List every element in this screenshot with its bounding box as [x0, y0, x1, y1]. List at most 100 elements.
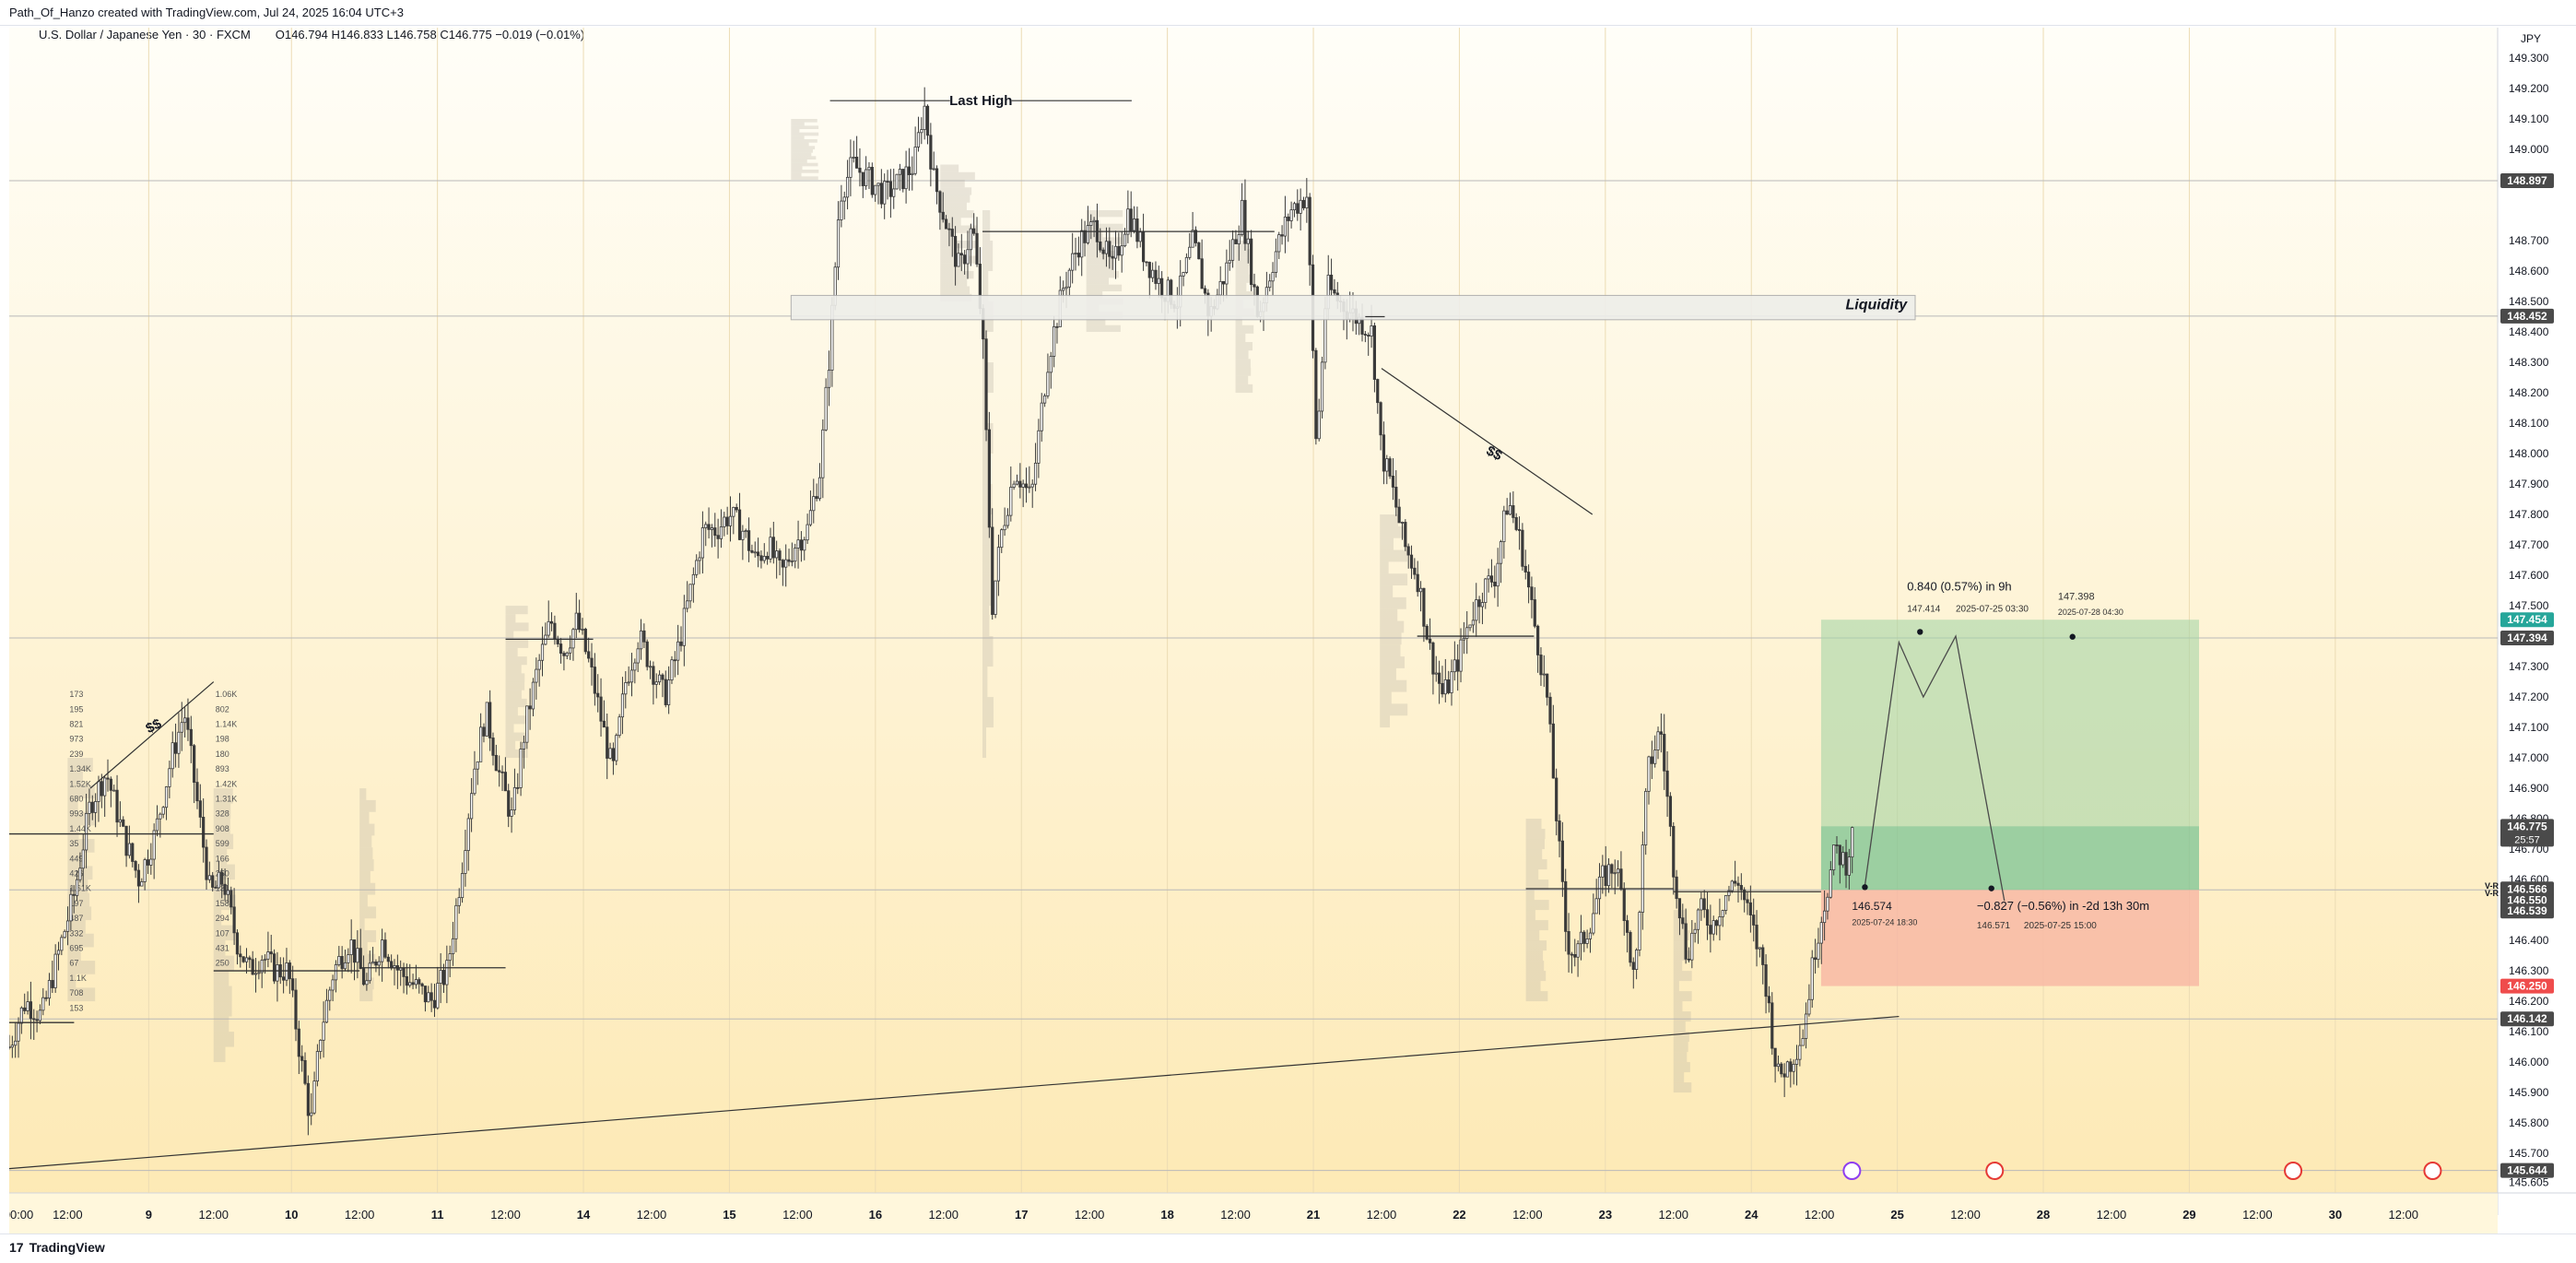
candle-body — [503, 772, 507, 792]
candle-body — [1462, 637, 1465, 641]
candle-body — [1477, 599, 1481, 608]
price-tag[interactable] — [2500, 612, 2554, 628]
candle-body — [1123, 233, 1127, 247]
candle-body — [285, 962, 288, 981]
candle-body — [535, 668, 538, 683]
candle-body — [892, 188, 896, 197]
price-tag[interactable] — [2500, 308, 2554, 324]
price-tag[interactable] — [2500, 1163, 2554, 1178]
volume-profile-label: 158 — [216, 899, 229, 908]
volume-profile-bar — [791, 125, 819, 130]
economic-event-icon[interactable] — [1842, 1162, 1862, 1180]
candle-body — [211, 875, 215, 888]
candle-body — [1542, 673, 1546, 676]
vr-label: V-R — [2485, 881, 2500, 891]
volume-profile-bar — [67, 987, 96, 1002]
volume-profile-bar — [1673, 940, 1686, 951]
candle-body — [1228, 259, 1231, 264]
volume-profile-bar — [1086, 291, 1103, 299]
projection-point[interactable] — [1862, 884, 1868, 891]
price-tag[interactable] — [2500, 631, 2554, 646]
candle-body — [1076, 253, 1080, 258]
candle-body — [1409, 554, 1414, 569]
volume-profile-bar — [1525, 971, 1547, 982]
projection-point[interactable] — [1917, 629, 1923, 635]
candle-body — [664, 679, 667, 705]
tradingview-logo[interactable]: 17 TradingView — [9, 1240, 105, 1255]
volume-profile-bar — [1086, 284, 1123, 292]
candle-body — [1606, 864, 1611, 887]
candle-body — [1101, 249, 1105, 254]
candle-body — [180, 722, 183, 733]
candle-body — [1526, 572, 1531, 588]
candle-body — [248, 957, 252, 961]
volume-profile-bar — [982, 210, 991, 242]
candle-body — [328, 989, 332, 1001]
price-tag[interactable] — [2500, 1011, 2554, 1027]
price-tag[interactable] — [2500, 819, 2554, 847]
volume-profile-label: 893 — [216, 764, 229, 773]
candle-body — [771, 537, 775, 559]
price-tag[interactable] — [2500, 173, 2554, 189]
volume-profile-bar — [213, 1046, 226, 1063]
time-tick-label: 18 — [1160, 1208, 1173, 1222]
candle-body — [306, 1082, 310, 1116]
volume-profile-bar — [1525, 879, 1549, 891]
volume-profile-bar — [1235, 359, 1251, 368]
candle-body — [778, 550, 782, 561]
candle-body — [257, 972, 261, 974]
volume-profile-label: 431 — [216, 943, 229, 952]
candle-body — [1277, 234, 1281, 253]
liquidity-zone[interactable] — [790, 294, 1916, 321]
candle-body — [704, 524, 708, 528]
candle-body — [466, 818, 470, 852]
left-trendline[interactable] — [89, 681, 215, 789]
economic-event-icon[interactable] — [2284, 1162, 2303, 1180]
volume-profile-bar — [791, 139, 817, 143]
volume-profile-bar — [791, 170, 819, 173]
ss-label-right: $$ — [1484, 443, 1505, 464]
projection-point[interactable] — [2069, 633, 2076, 640]
projection-point[interactable] — [1988, 885, 1994, 891]
candle-body — [368, 962, 371, 982]
volume-profile-bar — [940, 218, 961, 226]
candle-body — [812, 496, 816, 512]
candle-body — [498, 770, 501, 773]
candle-body — [698, 557, 701, 561]
volume-profile-bar — [982, 667, 988, 698]
candle-body — [207, 875, 211, 880]
candle-body — [627, 681, 630, 684]
long-position-stop-zone[interactable] — [1820, 890, 2199, 986]
candle-body — [925, 105, 930, 136]
ascending-trendline[interactable] — [8, 1015, 1900, 1170]
price-tag[interactable] — [2500, 881, 2554, 897]
volume-profile-bar — [1235, 367, 1252, 376]
volume-profile-bar — [1086, 217, 1100, 224]
chart-area[interactable]: U.S. Dollar / Japanese Yen · 30 · FXCM O… — [4, 28, 2576, 1235]
projection-path[interactable] — [1864, 634, 2006, 902]
candle-body — [1062, 288, 1065, 291]
price-tag[interactable] — [2500, 978, 2554, 994]
volume-profile-bar — [67, 825, 79, 840]
candle-body — [1604, 865, 1607, 887]
volume-profile-label: 821 — [69, 719, 83, 728]
price-chart[interactable]: U.S. Dollar / Japanese Yen · 30 · FXCM O… — [4, 28, 2576, 1235]
volume-profile-label: 1.42K — [216, 779, 238, 788]
candle-body — [707, 524, 711, 530]
candle-body — [590, 657, 594, 667]
candle-body — [1521, 529, 1524, 567]
candle-body — [69, 893, 73, 922]
candle-body — [824, 386, 828, 431]
price-tag[interactable] — [2500, 903, 2554, 919]
descending-trendline[interactable] — [1381, 368, 1594, 515]
price-tick-label: 149.300 — [2509, 52, 2549, 65]
long-position-target-zone[interactable] — [1820, 620, 2199, 891]
candle-body — [405, 976, 408, 986]
volume-profile-bar — [67, 811, 96, 826]
economic-event-icon[interactable] — [1985, 1162, 2005, 1180]
economic-event-icon[interactable] — [2423, 1162, 2442, 1180]
candle-body — [1748, 902, 1752, 915]
candle-body — [1517, 529, 1522, 531]
candle-body — [1000, 529, 1004, 549]
candle-body — [1287, 216, 1290, 221]
